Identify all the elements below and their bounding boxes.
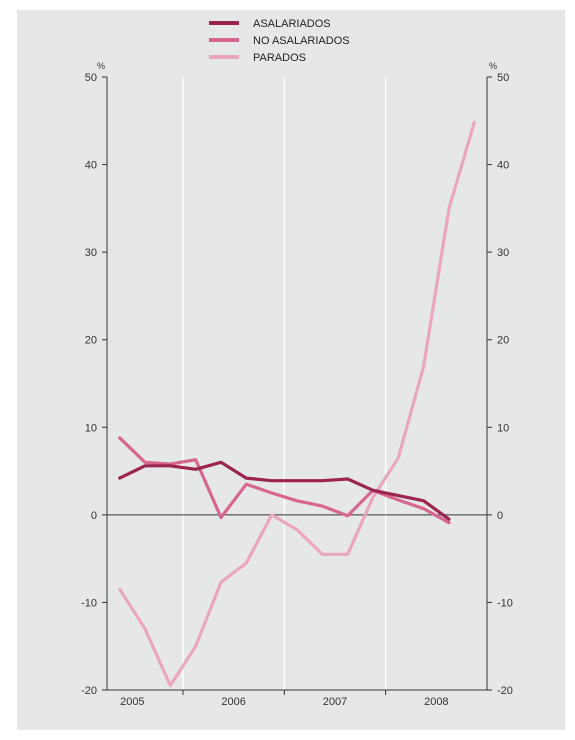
y-tick-label-left: 10 bbox=[85, 422, 97, 434]
y-unit-right: % bbox=[489, 61, 497, 71]
y-tick-label-right: -20 bbox=[497, 685, 513, 697]
x-tick-label: 2007 bbox=[323, 696, 347, 708]
grid bbox=[182, 77, 387, 690]
series-line-asalariados bbox=[118, 460, 451, 521]
legend: ASALARIADOS NO ASALARIADOS PARADOS bbox=[209, 18, 350, 64]
plot-area bbox=[107, 77, 487, 690]
y-axes: -20 -20 -10 -10 0 0 10 10 20 20 30 30 40 40 50 50%% bbox=[81, 61, 513, 697]
x-tick-label: 2008 bbox=[424, 696, 448, 708]
x-tick-label: 2005 bbox=[120, 696, 144, 708]
y-tick-label-left: 50 bbox=[85, 72, 97, 84]
y-tick-label-right: 10 bbox=[497, 422, 509, 434]
x-axis: 2005 2006 2007 2008 bbox=[107, 689, 487, 708]
y-unit-left: % bbox=[97, 61, 105, 71]
legend-label: ASALARIADOS bbox=[253, 18, 331, 30]
x-tick-label: 2006 bbox=[221, 696, 245, 708]
y-tick-label-right: 50 bbox=[497, 72, 509, 84]
y-tick-label-right: 0 bbox=[497, 510, 503, 522]
y-tick-label-right: 30 bbox=[497, 247, 509, 259]
y-tick-label-left: 30 bbox=[85, 247, 97, 259]
legend-label: PARADOS bbox=[253, 52, 306, 64]
legend-label: NO ASALARIADOS bbox=[253, 35, 350, 47]
y-tick-label-right: 20 bbox=[497, 335, 509, 347]
y-tick-label-left: 40 bbox=[85, 160, 97, 172]
chart-canvas: ASALARIADOS NO ASALARIADOS PARADOS -20 -20-… bbox=[17, 10, 565, 730]
y-tick-label-left: 0 bbox=[91, 510, 97, 522]
y-tick-label-left: -10 bbox=[81, 597, 97, 609]
y-tick-label-left: 20 bbox=[85, 335, 97, 347]
series-lines bbox=[118, 120, 476, 688]
y-tick-label-left: -20 bbox=[81, 685, 97, 697]
y-tick-label-right: -10 bbox=[497, 597, 513, 609]
series-line-no-asalariados bbox=[118, 436, 451, 525]
y-tick-label-right: 40 bbox=[497, 160, 509, 172]
series-line-parados bbox=[118, 120, 476, 688]
